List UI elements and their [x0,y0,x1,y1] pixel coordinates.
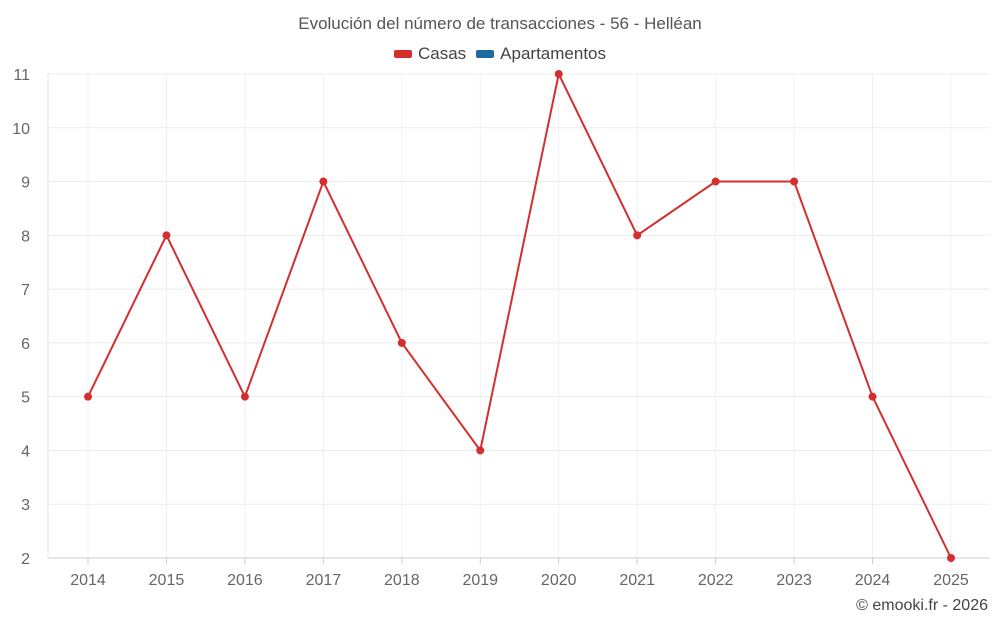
data-point [476,446,485,455]
data-point [240,392,249,401]
chart-title: Evolución del número de transacciones - … [298,14,702,33]
data-point [397,338,406,347]
y-tick-label: 5 [21,390,30,407]
x-tick-label: 2015 [149,572,185,589]
y-tick-label: 8 [21,228,30,245]
legend-item-apartamentos[interactable]: Apartamentos [476,44,606,64]
legend-swatch-casas [393,50,412,58]
y-tick-label: 9 [21,175,30,192]
y-tick-label: 11 [13,67,30,84]
x-tick-label: 2022 [698,572,734,589]
copyright-footer: © emooki.fr - 2026 [856,597,988,614]
y-tick-label: 2 [21,551,30,568]
chart-legend: Casas Apartamentos [0,44,1000,64]
data-point [319,177,328,186]
legend-label-apartamentos: Apartamentos [500,44,607,63]
data-point [711,177,720,186]
legend-swatch-apartamentos [476,50,495,58]
data-point [633,231,642,240]
x-tick-label: 2017 [306,572,342,589]
x-tick-label: 2021 [619,572,655,589]
legend-label-casas: Casas [417,44,467,63]
data-point [947,554,955,562]
y-tick-label: 10 [12,121,30,138]
x-tick-label: 2025 [933,572,969,589]
data-point [84,392,92,401]
legend-item-casas[interactable]: Casas [393,44,467,64]
x-tick-label: 2016 [227,572,263,589]
x-tick-label: 2024 [855,572,891,589]
x-tick-label: 2020 [541,572,577,589]
x-tick-label: 2023 [776,572,812,589]
series-line-casas [87,70,952,559]
x-tick-label: 2014 [70,572,106,589]
y-tick-label: 7 [21,282,30,299]
data-point [162,231,171,240]
y-tick-label: 6 [21,336,30,353]
y-tick-label: 3 [21,497,30,514]
data-point [790,177,799,186]
data-point [868,392,877,401]
x-tick-label: 2018 [384,572,420,589]
y-tick-label: 4 [21,443,30,460]
x-tick-label: 2019 [462,572,498,589]
data-point [554,70,563,78]
